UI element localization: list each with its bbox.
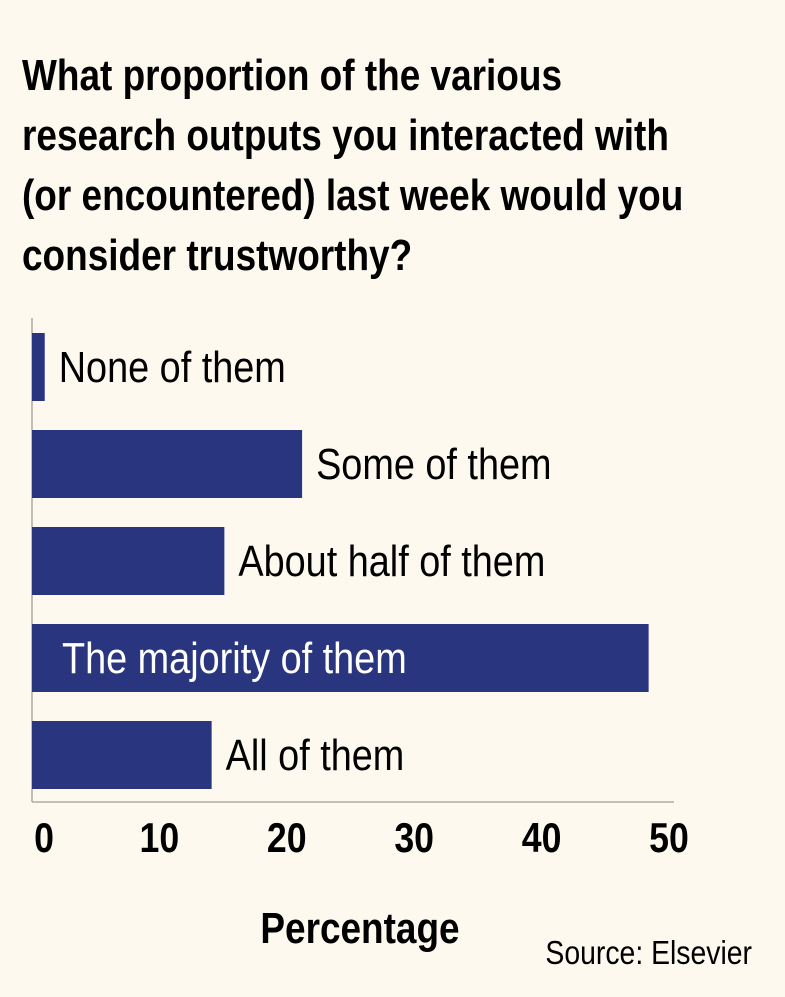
bar-label: All of them: [226, 730, 405, 779]
bar: [32, 430, 303, 498]
chart-title: What proportion of the various research …: [22, 46, 683, 286]
title-line: (or encountered) last week would you: [22, 171, 684, 220]
bar-label: About half of them: [238, 536, 545, 585]
bar: [32, 624, 649, 692]
bar-label: The majority of them: [62, 633, 407, 682]
x-tick-label: 40: [522, 815, 562, 861]
bar-label: None of them: [59, 342, 286, 391]
title-line: What proportion of the various: [22, 51, 563, 100]
bar: [32, 333, 45, 401]
x-tick-label: 0: [34, 815, 54, 861]
x-tick-label: 20: [267, 815, 307, 861]
x-axis-label: Percentage: [260, 903, 459, 953]
source-note: Source: Elsevier: [545, 934, 752, 972]
title-line: consider trustworthy?: [22, 231, 413, 280]
x-tick-label: 30: [394, 815, 434, 861]
x-tick-label: 50: [649, 815, 689, 861]
bar: [32, 721, 212, 789]
title-line: research outputs you interacted with: [22, 111, 669, 160]
x-tick-label: 10: [140, 815, 180, 861]
bar-label: Some of them: [316, 439, 551, 488]
bar: [32, 527, 225, 595]
